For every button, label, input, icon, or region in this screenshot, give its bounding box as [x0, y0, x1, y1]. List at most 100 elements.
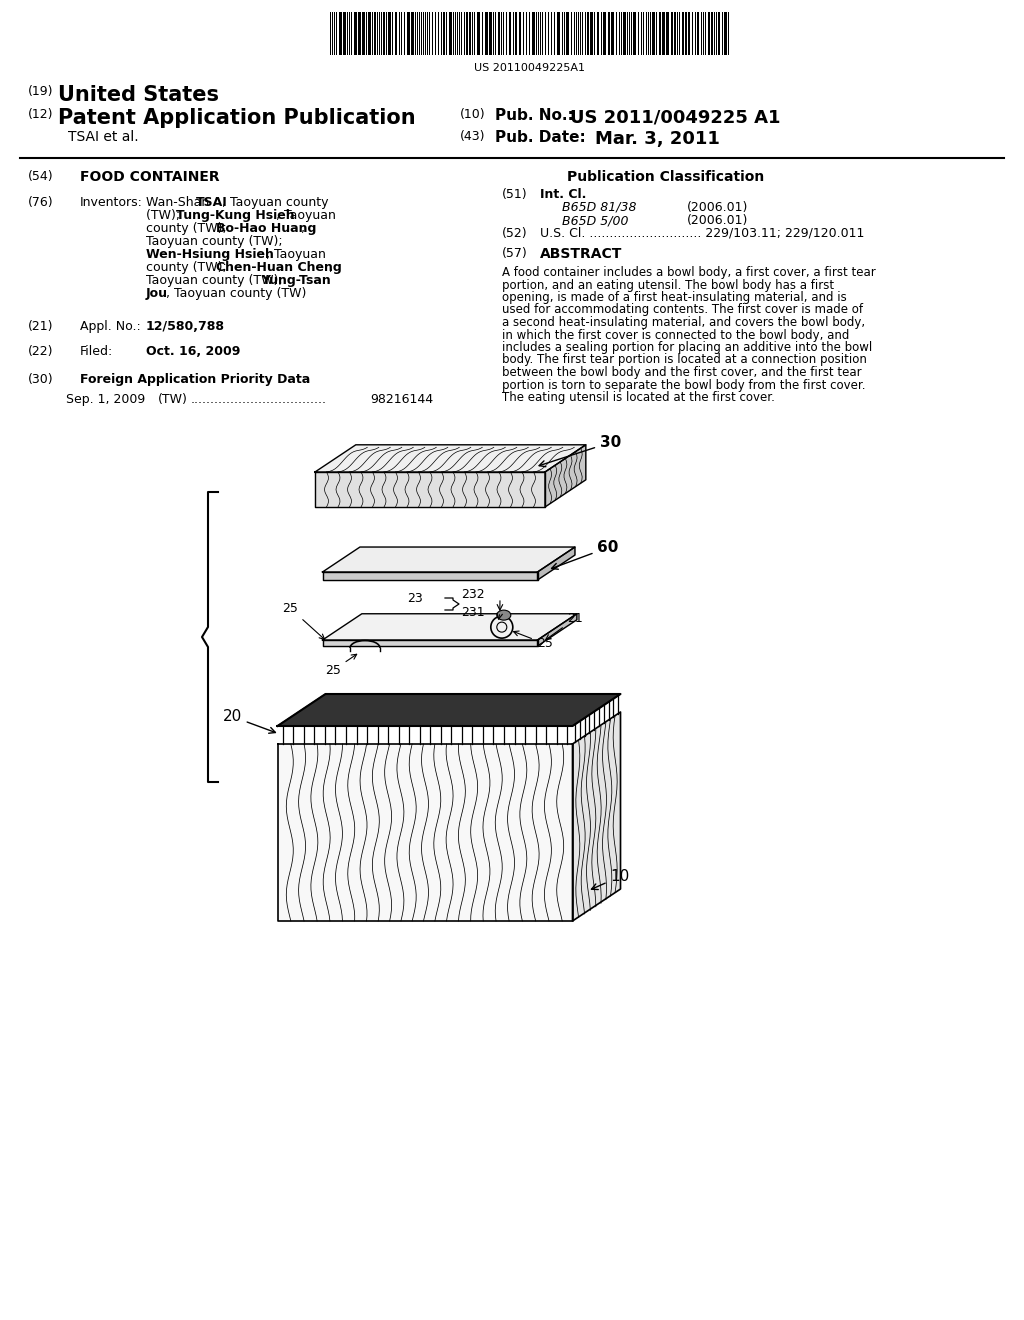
Bar — [659, 12, 662, 55]
Bar — [407, 12, 410, 55]
Text: Int. Cl.: Int. Cl. — [540, 187, 587, 201]
Bar — [623, 12, 626, 55]
Bar — [674, 12, 676, 55]
Text: used for accommodating contents. The first cover is made of: used for accommodating contents. The fir… — [502, 304, 863, 317]
Text: 12/580,788: 12/580,788 — [146, 319, 225, 333]
Text: ,: , — [329, 261, 333, 275]
Text: between the bowl body and the first cover, and the first tear: between the bowl body and the first cove… — [502, 366, 861, 379]
Bar — [354, 12, 357, 55]
Text: Inventors:: Inventors: — [80, 195, 143, 209]
Text: Patent Application Publication: Patent Application Publication — [58, 108, 416, 128]
Text: (2006.01): (2006.01) — [687, 201, 749, 214]
Text: 98216144: 98216144 — [370, 393, 433, 407]
Text: 25: 25 — [325, 655, 356, 677]
Text: , Taoyuan county (TW): , Taoyuan county (TW) — [166, 286, 306, 300]
Polygon shape — [323, 572, 538, 579]
Bar — [662, 12, 665, 55]
Text: (21): (21) — [28, 319, 53, 333]
Text: 60: 60 — [552, 540, 618, 569]
Bar — [590, 12, 593, 55]
Text: TSAI: TSAI — [196, 195, 227, 209]
Ellipse shape — [497, 610, 511, 620]
Text: US 2011/0049225 A1: US 2011/0049225 A1 — [570, 108, 780, 125]
Text: (TW);: (TW); — [146, 209, 184, 222]
Bar — [532, 12, 535, 55]
Text: 25: 25 — [514, 631, 553, 651]
Bar — [697, 12, 699, 55]
Bar — [485, 12, 488, 55]
Bar — [603, 12, 606, 55]
Polygon shape — [315, 473, 545, 507]
Text: U.S. Cl. ............................ 229/103.11; 229/120.011: U.S. Cl. ............................ 22… — [540, 227, 864, 240]
Text: 21: 21 — [546, 612, 584, 640]
Text: (43): (43) — [460, 129, 485, 143]
Text: Mar. 3, 2011: Mar. 3, 2011 — [595, 129, 720, 148]
Text: Jou: Jou — [146, 286, 168, 300]
Text: Pub. No.:: Pub. No.: — [495, 108, 573, 123]
Polygon shape — [323, 640, 538, 645]
Bar — [682, 12, 684, 55]
Text: (51): (51) — [502, 187, 527, 201]
Bar — [608, 12, 610, 55]
Bar — [358, 12, 361, 55]
Bar — [449, 12, 452, 55]
Bar — [368, 12, 371, 55]
Text: Oct. 16, 2009: Oct. 16, 2009 — [146, 345, 241, 358]
Text: 20: 20 — [222, 709, 275, 733]
Bar — [515, 12, 517, 55]
Polygon shape — [278, 694, 621, 726]
Bar — [466, 12, 468, 55]
Polygon shape — [278, 744, 572, 921]
Text: a second heat-insulating material, and covers the bowl body,: a second heat-insulating material, and c… — [502, 315, 865, 329]
Bar — [477, 12, 480, 55]
Text: portion, and an eating utensil. The bowl body has a first: portion, and an eating utensil. The bowl… — [502, 279, 835, 292]
Text: ..................................: .................................. — [191, 393, 327, 407]
Text: (76): (76) — [28, 195, 53, 209]
Bar — [498, 12, 500, 55]
Bar — [362, 12, 365, 55]
Text: 231: 231 — [461, 606, 484, 619]
Text: (TW): (TW) — [158, 393, 187, 407]
Text: Appl. No.:: Appl. No.: — [80, 319, 140, 333]
Text: 10: 10 — [592, 869, 630, 890]
Bar — [597, 12, 599, 55]
Bar — [374, 12, 376, 55]
Text: FOOD CONTAINER: FOOD CONTAINER — [80, 170, 219, 183]
Text: county (TW);: county (TW); — [146, 222, 230, 235]
Text: 232: 232 — [461, 589, 484, 602]
Text: The eating utensil is located at the first cover.: The eating utensil is located at the fir… — [502, 391, 775, 404]
Text: (10): (10) — [460, 108, 485, 121]
Text: US 20110049225A1: US 20110049225A1 — [474, 63, 586, 73]
Text: (19): (19) — [28, 84, 53, 98]
Bar — [566, 12, 569, 55]
Bar — [724, 12, 727, 55]
Text: Tung-Kung Hsieh: Tung-Kung Hsieh — [176, 209, 295, 222]
Text: (57): (57) — [502, 247, 527, 260]
Text: (52): (52) — [502, 227, 527, 240]
Polygon shape — [538, 614, 577, 645]
Text: (54): (54) — [28, 170, 53, 183]
Bar — [685, 12, 687, 55]
Bar — [519, 12, 521, 55]
Text: (12): (12) — [28, 108, 53, 121]
Bar — [557, 12, 560, 55]
Bar — [688, 12, 690, 55]
Text: , Taoyuan: , Taoyuan — [276, 209, 336, 222]
Text: Wen-Hsiung Hsieh: Wen-Hsiung Hsieh — [146, 248, 273, 261]
Text: Filed:: Filed: — [80, 345, 114, 358]
Text: includes a sealing portion for placing an additive into the bowl: includes a sealing portion for placing a… — [502, 341, 872, 354]
Text: 25: 25 — [283, 602, 325, 639]
Text: , Taoyuan county: , Taoyuan county — [222, 195, 329, 209]
Text: ABSTRACT: ABSTRACT — [540, 247, 623, 260]
Bar — [343, 12, 346, 55]
Bar — [652, 12, 655, 55]
Text: (30): (30) — [28, 374, 53, 385]
Bar — [339, 12, 342, 55]
Polygon shape — [315, 445, 586, 473]
Bar — [469, 12, 471, 55]
Polygon shape — [323, 614, 577, 640]
Bar — [443, 12, 445, 55]
Text: Taoyuan county (TW);: Taoyuan county (TW); — [146, 275, 287, 286]
Text: , Taoyuan: , Taoyuan — [266, 248, 326, 261]
Text: Sep. 1, 2009: Sep. 1, 2009 — [66, 393, 145, 407]
